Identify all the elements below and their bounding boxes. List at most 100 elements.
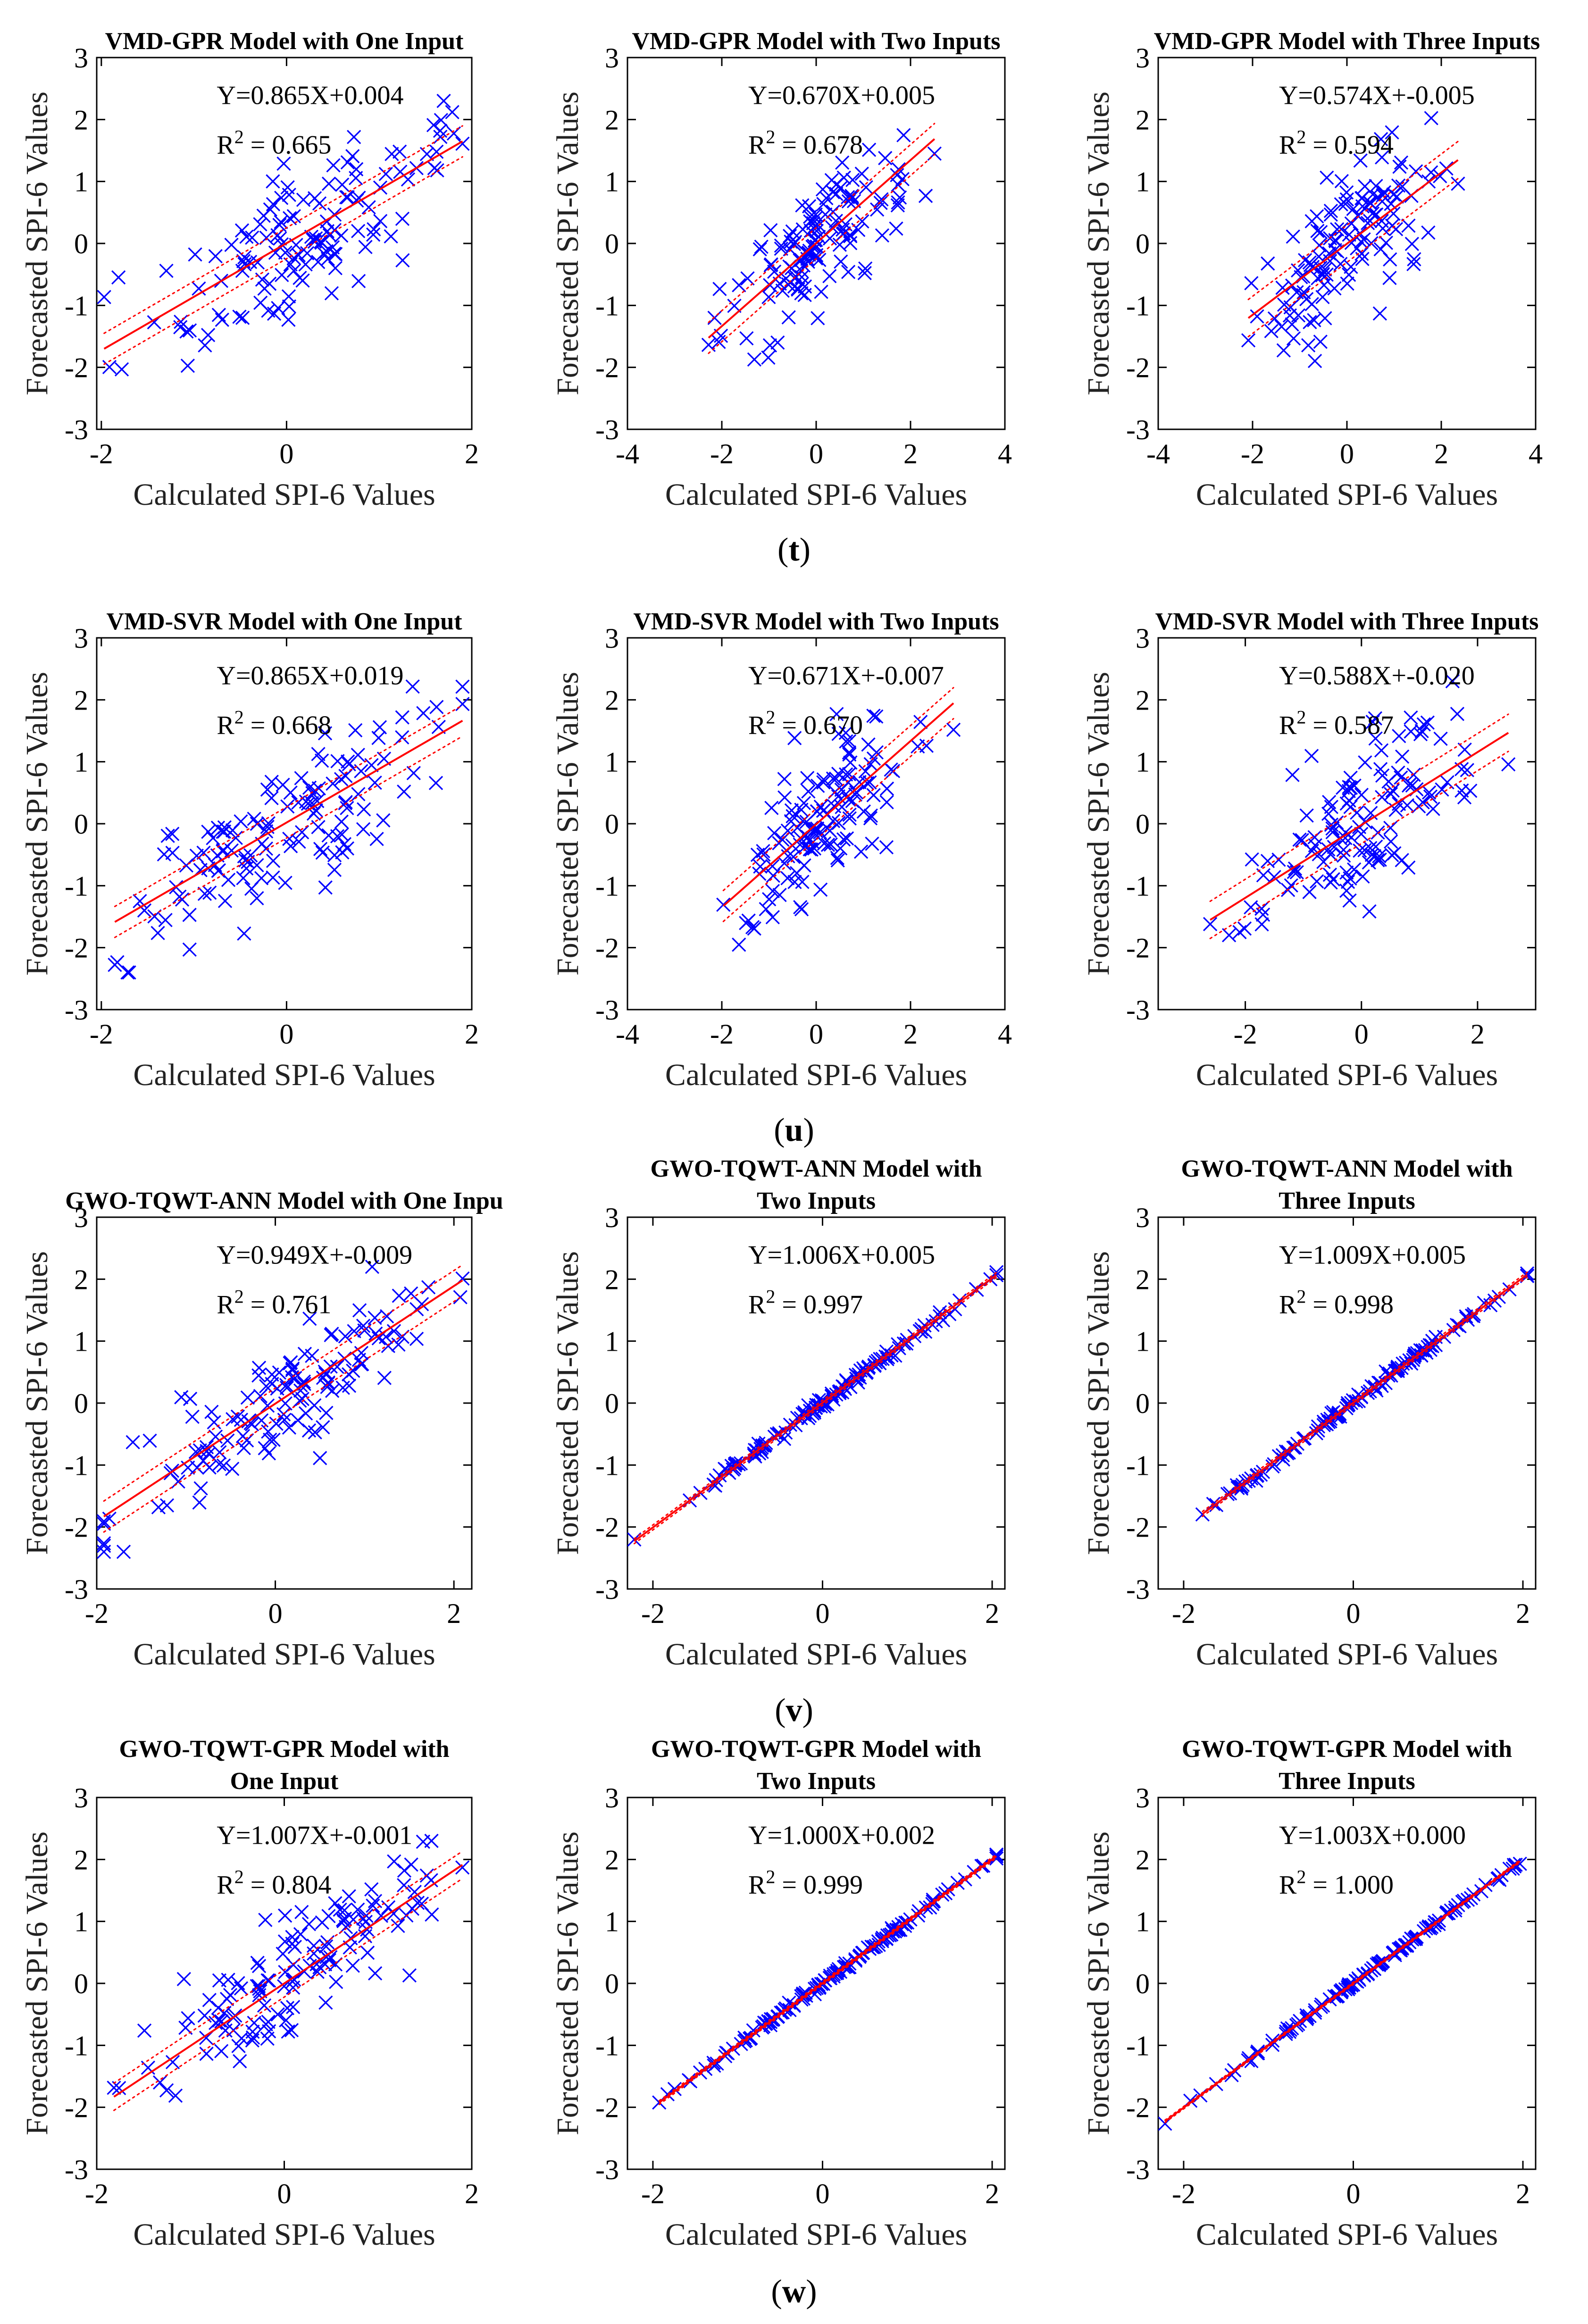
data-point	[159, 263, 174, 278]
data-point	[795, 814, 810, 828]
data-point	[323, 1950, 338, 1965]
data-point	[1298, 253, 1312, 268]
data-point	[334, 772, 349, 786]
data-point	[1435, 782, 1449, 797]
data-point	[786, 850, 801, 864]
fit-lines	[658, 1854, 997, 2106]
data-point	[732, 937, 746, 952]
data-point	[319, 1939, 334, 1954]
data-point	[1319, 267, 1334, 282]
r-squared-label: R2 = 0.587	[1279, 707, 1394, 740]
y-axis-label: Forecasted SPI-6 Values	[551, 1251, 585, 1555]
data-point	[240, 1390, 255, 1405]
data-point	[1308, 838, 1322, 853]
data-point	[1286, 331, 1301, 346]
data-point	[1387, 846, 1402, 861]
data-point	[274, 215, 288, 229]
data-point	[1347, 778, 1362, 793]
y-tick-label: -2	[1126, 352, 1150, 384]
data-point	[1457, 742, 1472, 757]
data-point	[1379, 235, 1393, 250]
data-point	[772, 887, 787, 903]
data-point	[250, 891, 264, 906]
data-point	[1404, 724, 1418, 739]
data-point	[780, 823, 795, 838]
x-tick-label: 2	[1471, 1019, 1485, 1050]
data-point	[747, 352, 762, 367]
data-point	[416, 1834, 430, 1849]
data-point	[392, 1288, 406, 1303]
data-point	[812, 252, 827, 268]
chart-title: VMD-SVR Model with One Input	[106, 608, 462, 635]
data-point	[818, 207, 833, 222]
data-point	[835, 155, 850, 170]
x-tick-label: -2	[1241, 438, 1264, 469]
data-point	[199, 2047, 214, 2061]
data-point	[917, 1318, 932, 1333]
chart-panel: -3 -2 -1 0 1 2 3 -2 0 2 Calculated SPI-6 Values For…	[1081, 608, 1538, 1092]
data-point	[340, 190, 355, 205]
data-point	[278, 245, 293, 260]
data-point	[784, 261, 799, 276]
chart-title: Three Inputs	[1279, 1768, 1415, 1795]
data-point	[327, 848, 342, 862]
confidence-band	[1209, 713, 1509, 902]
data-point	[433, 123, 448, 138]
x-tick-label: 2	[1434, 438, 1448, 469]
data-point	[245, 230, 259, 245]
data-point	[1347, 862, 1362, 877]
data-point	[1328, 233, 1343, 248]
data-point	[781, 310, 796, 325]
y-tick-label: -1	[1126, 1450, 1150, 1481]
data-point	[281, 2024, 295, 2039]
data-point	[297, 1346, 312, 1361]
data-point	[1513, 1856, 1527, 1871]
data-point	[368, 1894, 383, 1908]
data-point	[857, 266, 872, 280]
y-tick-label: -1	[1126, 290, 1150, 321]
x-tick-label: -2	[641, 1598, 665, 1629]
y-tick-label: 3	[605, 42, 619, 74]
data-point	[455, 679, 470, 694]
data-point	[891, 195, 905, 210]
data-point	[110, 955, 125, 970]
data-point	[201, 824, 216, 839]
data-point	[274, 191, 289, 205]
data-point	[338, 1329, 352, 1344]
data-point	[1375, 150, 1389, 165]
data-point	[294, 1905, 309, 1919]
data-point	[232, 309, 247, 324]
data-point	[1334, 222, 1349, 236]
data-point	[276, 156, 291, 171]
data-point	[1445, 674, 1460, 689]
data-point	[234, 814, 248, 829]
data-point	[794, 902, 809, 917]
y-tick-label: -1	[595, 290, 619, 321]
y-tick-label: 2	[605, 685, 619, 716]
y-tick-label: -2	[595, 1512, 619, 1543]
data-point	[421, 1280, 436, 1295]
data-point	[1311, 271, 1325, 285]
chart-title: GWO-TQWT-GPR Model with	[651, 1736, 981, 1763]
x-tick-label: 2	[465, 2178, 479, 2209]
data-point	[286, 209, 301, 224]
data-point	[97, 290, 111, 304]
confidence-band	[1247, 178, 1459, 338]
data-point	[765, 884, 780, 898]
data-point	[429, 144, 444, 159]
x-tick-label: 2	[985, 1598, 999, 1629]
data-point	[795, 875, 810, 889]
confidence-band	[658, 1857, 997, 2106]
data-point	[272, 217, 287, 232]
data-point	[351, 787, 366, 802]
x-tick-label: 0	[815, 1598, 829, 1629]
data-point	[235, 1429, 251, 1444]
data-point	[335, 177, 350, 192]
x-tick-label: 0	[279, 438, 293, 469]
data-point	[831, 816, 846, 830]
data-point	[278, 1965, 293, 1980]
data-point	[829, 186, 844, 201]
y-tick-label: 0	[1136, 228, 1150, 259]
x-tick-label: 4	[998, 438, 1012, 469]
y-tick-label: -3	[1126, 995, 1150, 1026]
